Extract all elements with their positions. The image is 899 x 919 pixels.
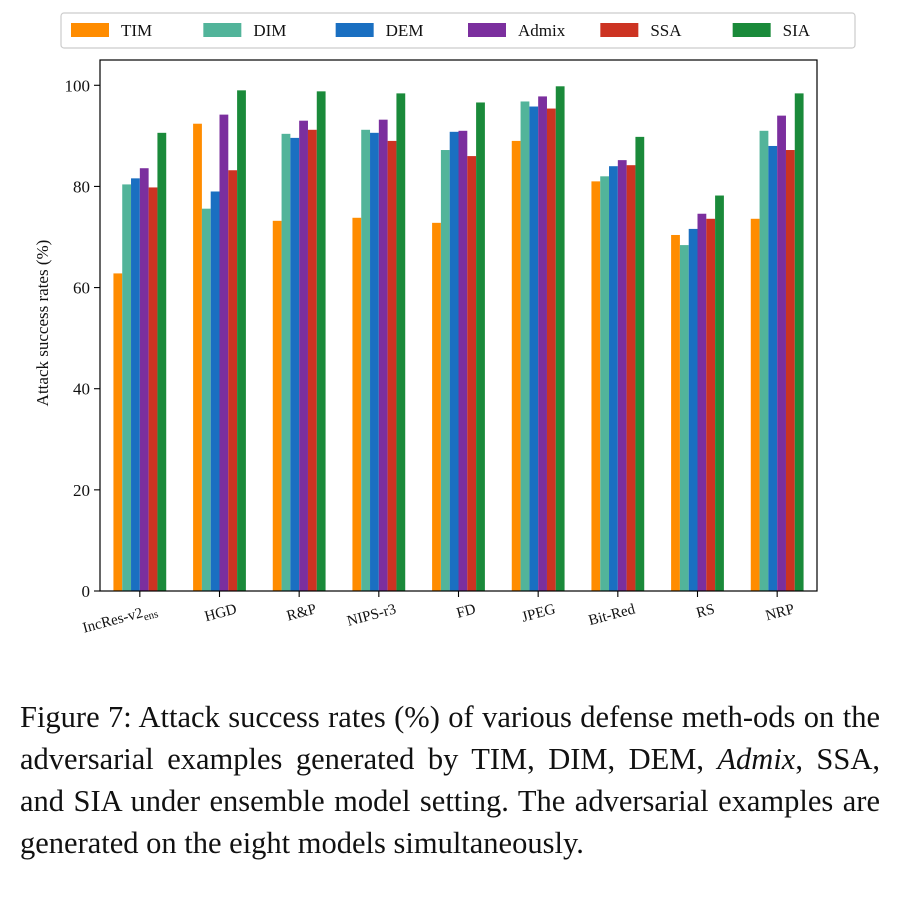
caption-admix: Admix — [717, 742, 796, 776]
y-tick-label: 20 — [73, 481, 90, 500]
bar-tim-hgd — [193, 123, 202, 591]
bar-sia-fd — [476, 102, 485, 591]
bar-dim-rs — [679, 245, 689, 591]
legend-swatch-sia — [732, 23, 771, 37]
bar-ssa-fd — [467, 156, 477, 591]
bar-dim-nrp — [759, 130, 769, 592]
bar-dim-bit-red — [600, 176, 610, 591]
legend-label-dem: DEM — [386, 21, 424, 40]
bar-admix-jpeg — [538, 96, 547, 591]
bar-ssa-incres-v2 — [148, 187, 158, 591]
legend: TIM DIM DEM Admix SSA SIA — [60, 12, 856, 49]
legend-swatch-dim — [203, 23, 242, 37]
bar-sia-incres-v2 — [157, 132, 167, 591]
bar-dim-incres-v2 — [122, 184, 132, 591]
bar-ssa-nips-r3 — [387, 140, 397, 591]
bar-tim-fd — [432, 222, 441, 591]
bar-chart: TIM DIM DEM Admix SSA SIA 0 20 40 60 80 100 IncRes-… — [33, 12, 856, 639]
bar-tim-incres-v2 — [113, 273, 123, 591]
plot-area: 0 20 40 60 80 100 IncRes-v2ens HGD R&P NIPS-r3 FD J… — [65, 59, 818, 639]
y-tick-label: 0 — [82, 582, 91, 601]
bar-tim-rs — [671, 234, 680, 592]
bar-tim-r-p — [272, 220, 282, 591]
bar-ssa-hgd — [228, 170, 238, 591]
x-tick-label: JPEG — [520, 601, 557, 625]
y-tick-label: 100 — [65, 76, 91, 95]
bar-admix-nrp — [777, 115, 786, 591]
bar-dem-bit-red — [609, 166, 618, 591]
x-tick-label: IncRes-v2ens — [81, 601, 160, 639]
bar-ssa-rs — [706, 218, 716, 592]
legend-label-dim: DIM — [253, 21, 286, 40]
bar-dem-rs — [688, 228, 698, 591]
legend-label-ssa: SSA — [650, 21, 682, 40]
legend-label-tim: TIM — [121, 21, 152, 40]
x-tick-label: Bit-Red — [587, 601, 638, 629]
bar-ssa-jpeg — [546, 108, 556, 592]
caption-text-2: , SSA, and SIA under ensemble model sett… — [20, 742, 880, 860]
x-tick-label: NIPS-r3 — [345, 601, 397, 629]
bar-dem-jpeg — [529, 106, 539, 591]
figure-caption: Figure 7: Attack success rates (%) of va… — [20, 696, 880, 864]
bar-dim-nips-r3 — [361, 129, 371, 592]
x-tick-label: NRP — [764, 601, 796, 624]
bar-admix-fd — [458, 130, 468, 592]
legend-swatch-dem — [335, 23, 374, 37]
bar-tim-nrp — [750, 218, 760, 592]
x-tick-label: FD — [455, 601, 478, 621]
legend-swatch-admix — [468, 23, 506, 37]
bar-ssa-nrp — [785, 150, 795, 591]
y-axis-label: Attack success rates (%) — [33, 240, 52, 407]
bar-sia-bit-red — [635, 136, 645, 591]
legend-box — [60, 12, 856, 49]
bar-dem-hgd — [210, 191, 220, 592]
bar-dim-r-p — [281, 133, 291, 591]
bar-admix-rs — [697, 213, 707, 592]
bar-dem-nips-r3 — [370, 132, 379, 591]
bar-admix-bit-red — [617, 160, 627, 591]
bar-sia-nrp — [794, 93, 804, 591]
bar-admix-nips-r3 — [378, 119, 388, 592]
bar-admix-r-p — [299, 120, 308, 591]
caption-label: Figure 7: — [20, 700, 132, 734]
bar-sia-nips-r3 — [396, 93, 406, 591]
bar-dim-fd — [440, 150, 450, 591]
bar-sia-hgd — [237, 90, 246, 591]
x-tick-label: R&P — [285, 601, 318, 624]
bar-tim-bit-red — [591, 181, 601, 591]
bar-dim-hgd — [201, 208, 211, 591]
bar-sia-rs — [715, 195, 724, 591]
bar-admix-hgd — [219, 114, 229, 592]
bar-admix-incres-v2 — [139, 168, 149, 591]
bar-tim-jpeg — [511, 140, 521, 591]
bar-dem-r-p — [290, 137, 300, 591]
y-tick-label: 80 — [73, 177, 90, 196]
legend-swatch-tim — [71, 23, 109, 37]
bar-dem-nrp — [768, 145, 778, 591]
legend-label-sia: SIA — [783, 21, 811, 40]
bar-tim-nips-r3 — [352, 217, 362, 591]
legend-label-admix: Admix — [518, 21, 566, 40]
legend-swatch-ssa — [600, 23, 639, 37]
y-tick-label: 40 — [73, 380, 90, 399]
x-tick-label: HGD — [203, 601, 239, 625]
caption-text-1: Attack success rates (%) of various defe… — [20, 700, 880, 776]
bar-sia-r-p — [316, 91, 326, 591]
bar-dim-jpeg — [520, 101, 530, 591]
bar-sia-jpeg — [555, 86, 565, 592]
y-tick-label: 60 — [73, 279, 90, 298]
x-tick-label: RS — [695, 601, 717, 621]
bar-dem-incres-v2 — [131, 178, 140, 591]
bar-dem-fd — [449, 131, 459, 591]
bar-ssa-r-p — [307, 129, 317, 592]
bar-ssa-bit-red — [626, 165, 636, 591]
